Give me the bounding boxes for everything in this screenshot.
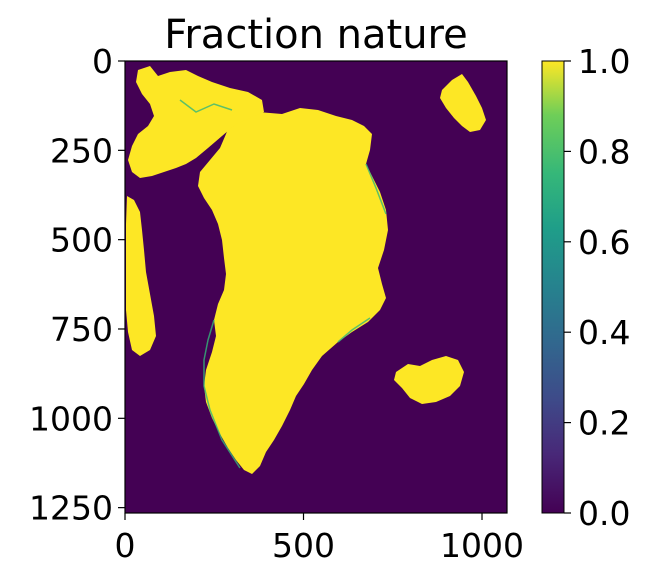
y-tick-label: 500 [50,221,113,260]
chart-title: Fraction nature [164,12,467,58]
x-tick-label: 1000 [440,526,524,565]
landmass-iceland [394,356,464,404]
y-tick-label: 1000 [29,399,113,438]
colorbar-tick-label: 0.2 [578,404,630,443]
colorbar-tick-label: 0.8 [578,132,630,171]
y-tick-label: 1250 [29,489,113,528]
x-tick-label: 500 [272,526,335,565]
colorbar-tick-label: 0.4 [578,313,630,352]
y-tick-label: 250 [50,131,113,170]
heatmap-panel [125,61,507,513]
landmass-northeast [440,74,486,132]
colorbar-axis: 0.0 0.2 0.4 0.6 0.8 1.0 [564,42,630,533]
y-tick-label: 0 [92,42,113,81]
landmass-greenland [198,108,388,474]
plot-frame [124,60,508,514]
x-tick-label: 0 [115,526,136,565]
colorbar-tick-label: 0.6 [578,223,630,262]
colorbar-tick-label: 1.0 [578,42,630,81]
landmass-northwest [128,66,264,178]
colorbar [541,60,565,514]
y-axis: 0 250 500 750 1000 1250 [29,42,125,528]
landmass-west [126,196,156,356]
x-axis: 0 500 1000 [115,513,524,565]
colorbar-tick-label: 0.0 [578,494,630,533]
coastal-fringe [179,99,387,469]
y-tick-label: 750 [50,310,113,349]
